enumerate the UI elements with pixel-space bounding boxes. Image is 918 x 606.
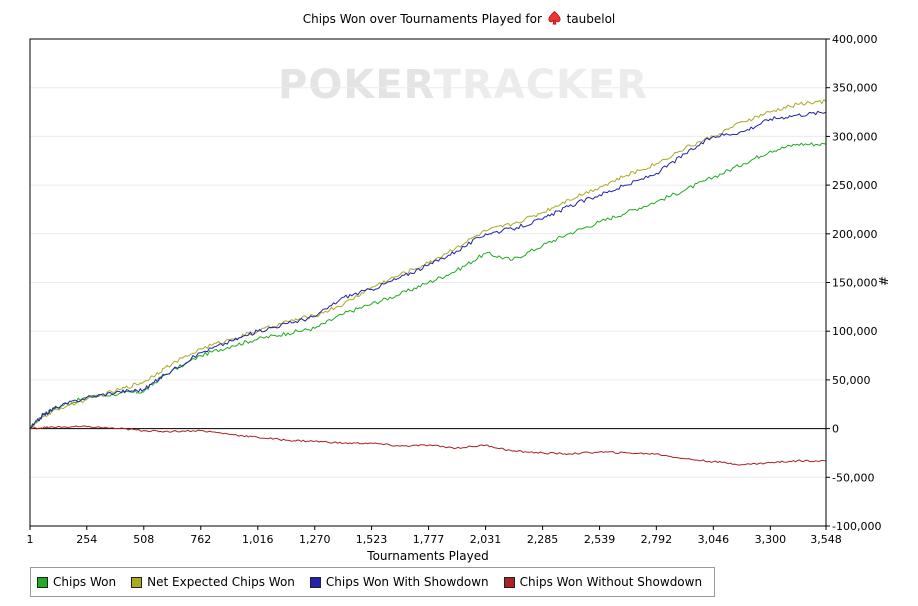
legend-label: Chips Won Without Showdown (519, 575, 703, 589)
plot-border (29, 38, 827, 527)
legend-label: Chips Won With Showdown (325, 575, 489, 589)
x-axis-label: Tournaments Played (367, 549, 489, 563)
legend-swatch (131, 576, 143, 588)
y-tick-label: 100,000 (832, 325, 878, 338)
x-tick-label: 254 (76, 533, 97, 546)
x-tick-label: 3,046 (698, 533, 730, 546)
x-tick-label: 2,031 (470, 533, 502, 546)
y-tick-label: 400,000 (832, 33, 878, 46)
x-tick-label: 508 (133, 533, 154, 546)
legend-label: Chips Won (53, 575, 117, 589)
chart-title: Chips Won over Tournaments Played for ta… (0, 11, 918, 26)
series-line-chips-won-without-showdown (29, 425, 827, 466)
x-tick-label: 2,539 (584, 533, 616, 546)
y-tick-label: 0 (832, 423, 839, 436)
spade-icon (548, 11, 561, 25)
x-tick-label: 3,548 (810, 533, 842, 546)
y-tick-label: 200,000 (832, 228, 878, 241)
x-tick-label: 1,016 (242, 533, 274, 546)
legend-swatch (309, 576, 321, 588)
series-line-net-expected-chips-won (29, 99, 827, 429)
x-tick-label: 1 (27, 533, 34, 546)
legend-swatch (37, 576, 48, 588)
y-tick-label: 250,000 (832, 179, 878, 192)
x-tick-label: 2,792 (641, 533, 673, 546)
series-line-chips-won-with-showdown (29, 110, 827, 429)
series-layer (29, 99, 827, 466)
legend: Chips Won Net Expected Chips Won Chips Won… (30, 567, 716, 597)
legend-item: Chips Won With Showdown (309, 575, 489, 589)
legend-label: Net Expected Chips Won (147, 575, 295, 589)
y-tick-label: -50,000 (832, 471, 874, 484)
y-tick-label: 50,000 (832, 374, 871, 387)
x-tick-label: 762 (190, 533, 211, 546)
y-tick-label: 300,000 (832, 130, 878, 143)
chart-title-text: Chips Won over Tournaments Played for (302, 12, 542, 26)
legend-item: Net Expected Chips Won (131, 575, 295, 589)
axis-layer: 400,000350,000300,000250,000200,000150,0… (27, 33, 882, 546)
x-tick-label: 1,523 (356, 533, 388, 546)
x-tick-label: 1,270 (299, 533, 331, 546)
x-tick-label: 1,777 (413, 533, 445, 546)
legend-item: Chips Won Without Showdown (503, 575, 703, 589)
x-tick-label: 2,285 (527, 533, 559, 546)
pokertracker-watermark: POKERTRACKER (278, 62, 649, 108)
legend-swatch (503, 576, 515, 588)
player-name: taubelol (566, 12, 616, 26)
y-axis-label: # (876, 276, 890, 287)
legend-item: Chips Won (37, 575, 116, 589)
y-tick-label: 150,000 (832, 277, 878, 290)
x-tick-label: 3,300 (755, 533, 787, 546)
y-tick-label: 350,000 (832, 82, 878, 95)
y-tick-label: -100,000 (832, 520, 881, 533)
series-line-chips-won (29, 142, 827, 429)
